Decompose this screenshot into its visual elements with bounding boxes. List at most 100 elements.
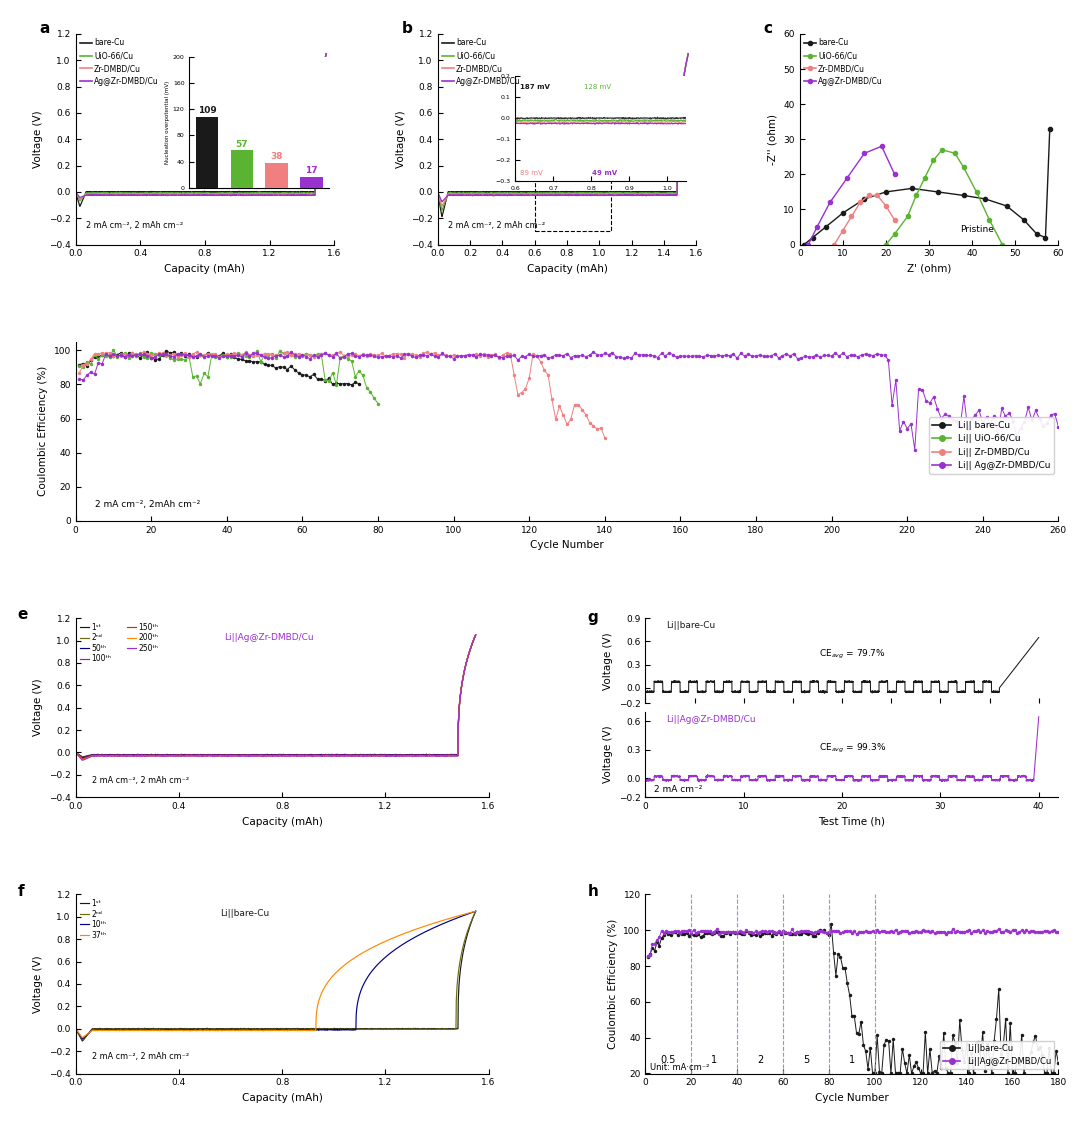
200ᵗʰ: [69, 746, 82, 759]
Text: 1$^{st}$: 1$^{st}$: [657, 137, 671, 149]
150ᵗʰ: [69, 746, 82, 759]
Text: 2 mA cm⁻², 2 mAh cm⁻²: 2 mA cm⁻², 2 mAh cm⁻²: [92, 776, 189, 785]
37ᵗʰ: [243, 1024, 256, 1037]
Text: Unit: mA·cm⁻²: Unit: mA·cm⁻²: [650, 1063, 710, 1072]
1ˢᵗ: [280, 748, 293, 762]
Line: 100ᵗʰ: 100ᵗʰ: [76, 635, 475, 758]
10ᵗʰ: [288, 1023, 301, 1036]
200ᵗʰ: [288, 749, 301, 763]
Line: 50ᵗʰ: 50ᵗʰ: [76, 635, 475, 758]
37ᵗʰ: [288, 1024, 301, 1037]
1ˢᵗ: [469, 904, 482, 918]
Line: 200ᵗʰ: 200ᵗʰ: [76, 635, 475, 759]
Legend: 1ˢᵗ, 2ⁿᵈ, 10ᵗʰ, 37ᵗʰ: 1ˢᵗ, 2ⁿᵈ, 10ᵗʰ, 37ᵗʰ: [77, 896, 110, 942]
1ˢᵗ: [69, 746, 82, 759]
1ˢᵗ: [76, 1034, 89, 1048]
100ᵗʰ: [122, 748, 135, 762]
2ⁿᵈ: [243, 748, 256, 762]
Line: 1ˢᵗ: 1ˢᵗ: [76, 911, 475, 1041]
100ᵗʰ: [76, 751, 89, 765]
200ᵗʰ: [76, 753, 89, 766]
2ⁿᵈ: [122, 748, 135, 762]
Y-axis label: Voltage (V): Voltage (V): [33, 679, 43, 737]
50ᵗʰ: [122, 748, 135, 762]
1ˢᵗ: [76, 750, 89, 764]
Y-axis label: Voltage (V): Voltage (V): [33, 955, 43, 1012]
Text: 2 mA cm⁻², 2mAh cm⁻²: 2 mA cm⁻², 2mAh cm⁻²: [95, 499, 201, 508]
1ˢᵗ: [288, 1023, 301, 1036]
Text: f: f: [17, 884, 25, 898]
200ᵗʰ: [469, 628, 482, 642]
200ᵗʰ: [137, 749, 150, 763]
Text: h: h: [588, 884, 598, 898]
Legend: bare-Cu, UiO-66/Cu, Zr-DMBD/Cu, Ag@Zr-DMBD/Cu: bare-Cu, UiO-66/Cu, Zr-DMBD/Cu, Ag@Zr-DM…: [77, 35, 162, 89]
Y-axis label: Voltage (V): Voltage (V): [604, 632, 613, 689]
1ˢᵗ: [243, 1022, 256, 1035]
100ᵗʰ: [288, 749, 301, 763]
Text: 2 mA cm⁻², 2 mAh cm⁻²: 2 mA cm⁻², 2 mAh cm⁻²: [92, 1052, 189, 1061]
1ˢᵗ: [204, 1022, 217, 1035]
Y-axis label: Coulombic Efficiency (%): Coulombic Efficiency (%): [608, 919, 618, 1049]
X-axis label: Capacity (mAh): Capacity (mAh): [527, 264, 607, 273]
Legend: Li||bare-Cu, Li||Ag@Zr-DMBD/Cu: Li||bare-Cu, Li||Ag@Zr-DMBD/Cu: [940, 1041, 1054, 1069]
Legend: 1ˢᵗ, 2ⁿᵈ, 50ᵗʰ, 100ᵗʰ, 150ᵗʰ, 200ᵗʰ, 250ᵗʰ: 1ˢᵗ, 2ⁿᵈ, 50ᵗʰ, 100ᵗʰ, 150ᵗʰ, 200ᵗʰ, 250…: [77, 619, 161, 667]
Legend: bare-Cu, UiO-66/Cu, Zr-DMBD/Cu, Ag@Zr-DMBD/Cu: bare-Cu, UiO-66/Cu, Zr-DMBD/Cu, Ag@Zr-DM…: [440, 35, 524, 89]
Line: 1ˢᵗ: 1ˢᵗ: [76, 635, 475, 757]
50ᵗʰ: [137, 748, 150, 762]
2ⁿᵈ: [469, 904, 482, 918]
10ᵗʰ: [280, 1023, 293, 1036]
200ᵗʰ: [122, 749, 135, 763]
50ᵗʰ: [280, 749, 293, 763]
200ᵗʰ: [243, 749, 256, 763]
1ˢᵗ: [137, 1022, 150, 1035]
50ᵗʰ: [69, 746, 82, 759]
2ⁿᵈ: [280, 1023, 293, 1036]
100ᵗʰ: [204, 749, 217, 763]
Text: g: g: [588, 609, 598, 625]
37ᵗʰ: [469, 904, 482, 918]
250ᵗʰ: [243, 749, 256, 763]
250ᵗʰ: [280, 749, 293, 763]
1ˢᵗ: [69, 1022, 82, 1035]
Text: c: c: [764, 21, 772, 36]
2ⁿᵈ: [137, 748, 150, 762]
Text: 5: 5: [802, 1054, 809, 1064]
250ᵗʰ: [288, 749, 301, 763]
37ᵗʰ: [204, 1024, 217, 1037]
Text: 2 mA cm⁻², 2 mAh cm⁻²: 2 mA cm⁻², 2 mAh cm⁻²: [86, 220, 184, 229]
Text: 2 mA cm⁻²: 2 mA cm⁻²: [653, 785, 702, 794]
X-axis label: Capacity (mAh): Capacity (mAh): [242, 1093, 323, 1103]
Line: 37ᵗʰ: 37ᵗʰ: [76, 911, 475, 1037]
37ᵗʰ: [280, 1024, 293, 1037]
250ᵗʰ: [469, 628, 482, 642]
150ᵗʰ: [469, 628, 482, 642]
2ⁿᵈ: [288, 1023, 301, 1036]
100ᵗʰ: [280, 748, 293, 762]
150ᵗʰ: [76, 753, 89, 766]
37ᵗʰ: [76, 1031, 89, 1044]
Y-axis label: -Z'' (ohm): -Z'' (ohm): [768, 114, 778, 165]
2ⁿᵈ: [122, 1023, 135, 1036]
10ᵗʰ: [243, 1023, 256, 1036]
Text: Li||Ag@Zr-DMBD/Cu: Li||Ag@Zr-DMBD/Cu: [225, 633, 314, 642]
37ᵗʰ: [122, 1024, 135, 1037]
2ⁿᵈ: [69, 746, 82, 759]
100ᵗʰ: [243, 748, 256, 762]
150ᵗʰ: [243, 749, 256, 763]
Y-axis label: Voltage (V): Voltage (V): [33, 111, 43, 168]
250ᵗʰ: [122, 749, 135, 763]
50ᵗʰ: [469, 628, 482, 642]
2ⁿᵈ: [76, 1033, 89, 1046]
Bar: [535, 168, 610, 232]
Text: a: a: [39, 21, 50, 36]
2ⁿᵈ: [204, 748, 217, 762]
Text: 0.5: 0.5: [661, 1054, 676, 1064]
37ᵗʰ: [69, 1022, 82, 1035]
100ᵗʰ: [69, 746, 82, 759]
Text: CE$_{avg}$ = 99.3%: CE$_{avg}$ = 99.3%: [819, 741, 887, 755]
10ᵗʰ: [76, 1032, 89, 1045]
1ˢᵗ: [280, 1022, 293, 1035]
50ᵗʰ: [76, 751, 89, 765]
X-axis label: Test Time (h): Test Time (h): [819, 817, 886, 827]
100ᵗʰ: [469, 628, 482, 642]
